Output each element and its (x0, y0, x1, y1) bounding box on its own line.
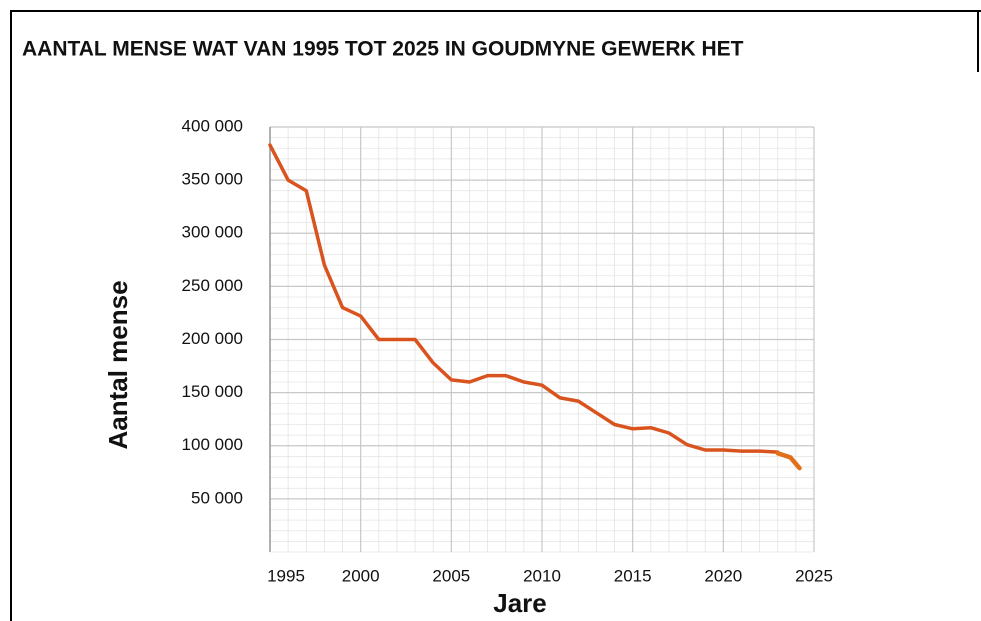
y-tick-label: 200 000 (182, 329, 243, 348)
y-tick-label: 150 000 (182, 382, 243, 401)
x-tick-label: 2000 (342, 566, 380, 585)
y-tick-label: 50 000 (191, 488, 243, 507)
y-tick-label: 400 000 (182, 116, 243, 135)
x-axis-label: Jare (493, 588, 547, 618)
data-line (775, 450, 802, 471)
y-tick-label: 250 000 (182, 276, 243, 295)
x-tick-label: 2025 (795, 566, 833, 585)
x-tick-label: 2015 (614, 566, 652, 585)
data-line (268, 143, 780, 454)
y-tick-label: 350 000 (182, 170, 243, 189)
x-tick-label: 1995 (267, 566, 305, 585)
x-tick-label: 2005 (432, 566, 470, 585)
y-tick-label: 100 000 (182, 435, 243, 454)
y-tick-label: 300 000 (182, 223, 243, 242)
chart-title: AANTAL MENSE WAT VAN 1995 TOT 2025 IN GO… (22, 38, 744, 61)
x-tick-label: 2020 (704, 566, 742, 585)
x-tick-label: 2010 (523, 566, 561, 585)
y-axis-label: Aantal mense (103, 280, 133, 449)
